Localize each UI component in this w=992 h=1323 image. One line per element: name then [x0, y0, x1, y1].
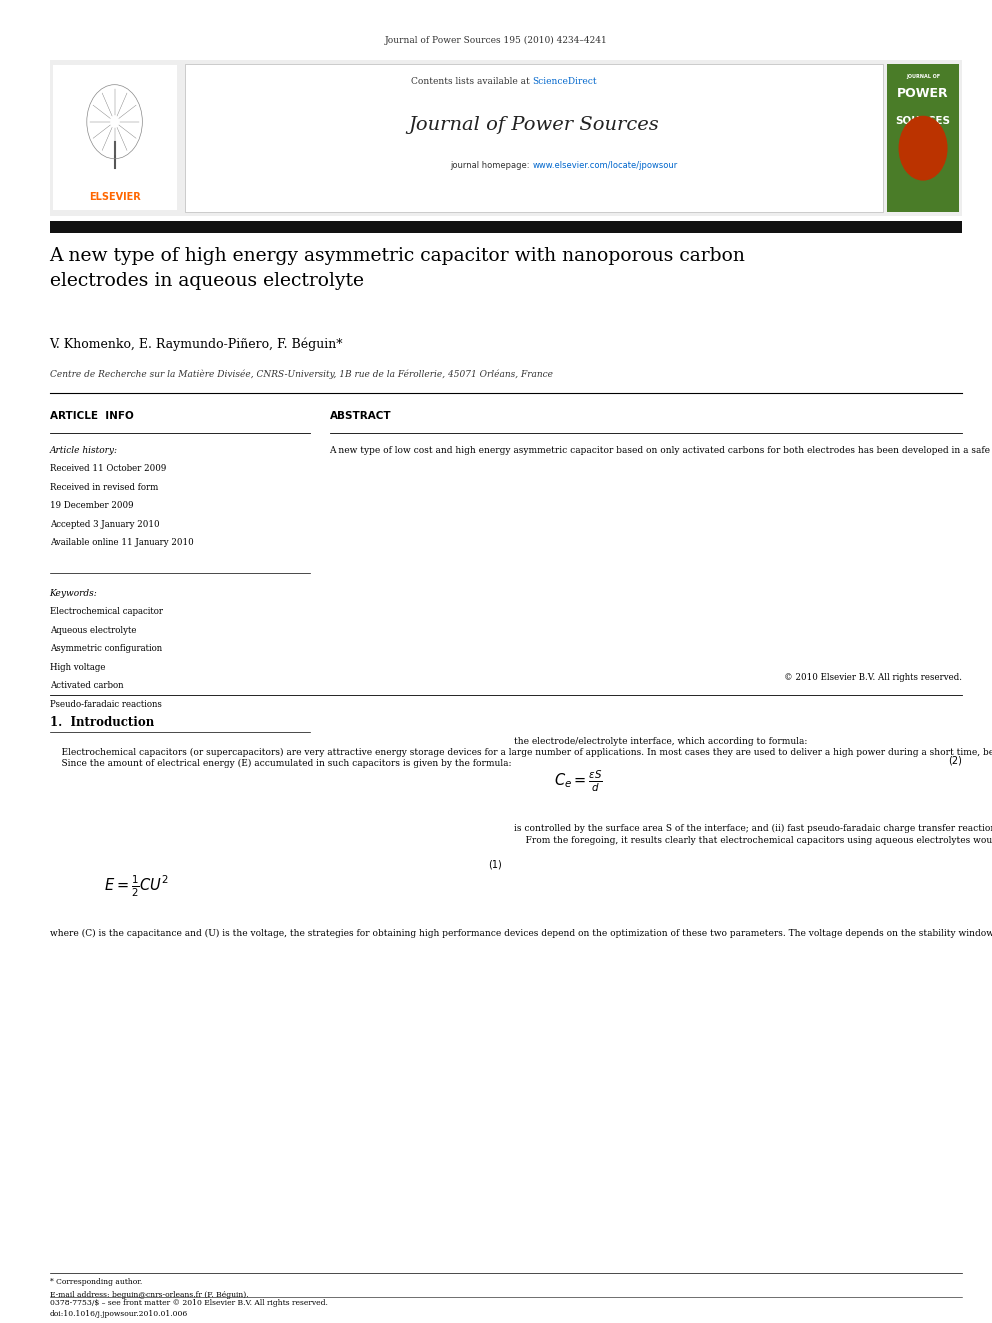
Text: Received 11 October 2009: Received 11 October 2009 [50, 464, 166, 474]
Bar [50, 60, 962, 216]
Text: Contents lists available at: Contents lists available at [411, 77, 533, 86]
Text: ELSEVIER: ELSEVIER [88, 192, 141, 202]
Text: (1): (1) [488, 860, 502, 871]
Circle shape [899, 116, 946, 180]
Text: Electrochemical capacitor: Electrochemical capacitor [50, 607, 163, 617]
Bar [185, 64, 883, 212]
Text: the electrode/electrolyte interface, which according to formula:: the electrode/electrolyte interface, whi… [514, 737, 807, 746]
Text: 0378-7753/$ – see front matter © 2010 Elsevier B.V. All rights reserved.: 0378-7753/$ – see front matter © 2010 El… [50, 1299, 327, 1307]
Text: © 2010 Elsevier B.V. All rights reserved.: © 2010 Elsevier B.V. All rights reserved… [785, 673, 962, 683]
Text: is controlled by the surface area S of the interface; and (ii) fast pseudo-farad: is controlled by the surface area S of t… [514, 824, 992, 845]
Text: ABSTRACT: ABSTRACT [329, 411, 391, 422]
Text: E-mail address: beguin@cnrs-orleans.fr (F. Béguin).: E-mail address: beguin@cnrs-orleans.fr (… [50, 1291, 248, 1299]
Text: High voltage: High voltage [50, 663, 105, 672]
Text: where (C) is the capacitance and (U) is the voltage, the strategies for obtainin: where (C) is the capacitance and (U) is … [50, 929, 992, 938]
Text: V. Khomenko, E. Raymundo-Piñero, F. Béguin*: V. Khomenko, E. Raymundo-Piñero, F. Bégu… [50, 337, 343, 351]
Text: JOURNAL OF: JOURNAL OF [906, 74, 940, 79]
Text: Article history:: Article history: [50, 446, 118, 455]
Text: Received in revised form: Received in revised form [50, 483, 158, 492]
Text: Pseudo-faradaic reactions: Pseudo-faradaic reactions [50, 700, 162, 709]
Text: A new type of high energy asymmetric capacitor with nanoporous carbon
electrodes: A new type of high energy asymmetric cap… [50, 247, 745, 290]
Bar [50, 221, 962, 233]
Text: $E = \frac{1}{2}CU^2$: $E = \frac{1}{2}CU^2$ [104, 873, 170, 898]
Text: Aqueous electrolyte: Aqueous electrolyte [50, 626, 136, 635]
Text: www.elsevier.com/locate/jpowsour: www.elsevier.com/locate/jpowsour [533, 161, 678, 171]
Text: Accepted 3 January 2010: Accepted 3 January 2010 [50, 520, 160, 529]
Text: Activated carbon: Activated carbon [50, 681, 123, 691]
Text: SOURCES: SOURCES [896, 116, 950, 127]
Text: 19 December 2009: 19 December 2009 [50, 501, 133, 511]
Text: * Corresponding author.: * Corresponding author. [50, 1278, 142, 1286]
Text: $C_e = \frac{\varepsilon S}{d}$: $C_e = \frac{\varepsilon S}{d}$ [554, 769, 602, 794]
Text: ScienceDirect: ScienceDirect [533, 77, 597, 86]
Text: Electrochemical capacitors (or supercapacitors) are very attractive energy stora: Electrochemical capacitors (or supercapa… [50, 747, 992, 769]
Text: (2): (2) [948, 755, 962, 766]
Text: Asymmetric configuration: Asymmetric configuration [50, 644, 162, 654]
Text: Journal of Power Sources: Journal of Power Sources [409, 116, 659, 135]
Text: Journal of Power Sources 195 (2010) 4234–4241: Journal of Power Sources 195 (2010) 4234… [385, 36, 607, 45]
Text: A new type of low cost and high energy asymmetric capacitor based on only activa: A new type of low cost and high energy a… [329, 446, 992, 455]
Text: journal homepage:: journal homepage: [450, 161, 533, 171]
Text: POWER: POWER [897, 87, 949, 101]
Text: 1.  Introduction: 1. Introduction [50, 716, 154, 729]
Text: Available online 11 January 2010: Available online 11 January 2010 [50, 538, 193, 548]
Text: Centre de Recherche sur la Matière Divisée, CNRS-University, 1B rue de la Féroll: Centre de Recherche sur la Matière Divis… [50, 369, 553, 378]
Bar [887, 64, 959, 212]
Text: Keywords:: Keywords: [50, 589, 97, 598]
Text: doi:10.1016/j.jpowsour.2010.01.006: doi:10.1016/j.jpowsour.2010.01.006 [50, 1310, 187, 1318]
Text: ARTICLE  INFO: ARTICLE INFO [50, 411, 133, 422]
Bar [53, 65, 177, 210]
